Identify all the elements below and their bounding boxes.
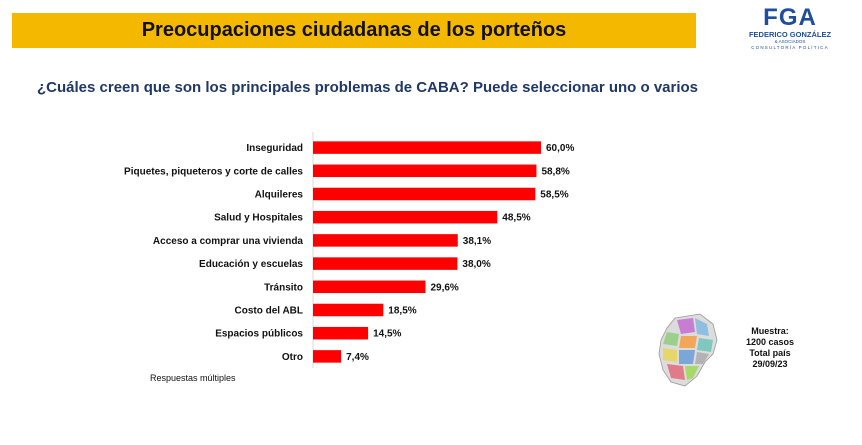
survey-question: ¿Cuáles creen que son los principales pr… — [37, 79, 699, 96]
bar — [313, 210, 498, 224]
logo-sub-associates: & ASOCIADOS — [774, 39, 806, 44]
bar-chart: Inseguridad 60,0% Piquetes, piqueteros y c… — [124, 132, 574, 368]
bar — [313, 164, 537, 178]
sample-cases: 1200 casos — [745, 337, 795, 347]
sample-label: Muestra: — [751, 326, 789, 336]
data-label: 58,8% — [541, 166, 569, 177]
category-label: Otro — [282, 352, 303, 363]
logo-mark: FGA — [763, 4, 817, 31]
data-label: 38,0% — [462, 259, 490, 270]
data-label: 60,0% — [546, 143, 574, 154]
sample-date: 29/09/23 — [752, 359, 788, 369]
category-label: Tránsito — [264, 282, 303, 293]
caba-map-icon — [658, 313, 718, 387]
bar — [313, 350, 342, 363]
data-label: 29,6% — [430, 282, 458, 293]
bar — [313, 141, 541, 154]
data-label: 58,5% — [540, 190, 568, 201]
sample-scope: Total país — [749, 348, 791, 358]
logo-name: FEDERICO GONZÁLEZ — [748, 30, 832, 39]
logo-sub-consultancy: CONSULTORÍA POLÍTICA — [751, 45, 829, 50]
bar — [313, 326, 369, 340]
category-label: Costo del ABL — [234, 306, 303, 317]
bar — [313, 234, 458, 247]
page-title: Preocupaciones ciudadanas de los porteño… — [141, 19, 567, 41]
title-banner: Preocupaciones ciudadanas de los porteño… — [12, 13, 696, 48]
data-label: 7,4% — [346, 352, 369, 363]
category-label: Educación y escuelas — [199, 259, 303, 270]
bar — [313, 257, 458, 270]
sample-info: Muestra: 1200 casos Total país 29/09/23 — [735, 326, 805, 370]
multiple-responses-note: Respuestas múltiples — [150, 373, 236, 383]
data-label: 38,1% — [463, 236, 491, 247]
bar — [313, 187, 536, 201]
company-logo: FGA FEDERICO GONZÁLEZ & ASOCIADOS CONSUL… — [740, 6, 840, 58]
data-label: 18,5% — [388, 306, 416, 317]
category-label: Alquileres — [255, 190, 304, 201]
bar — [313, 303, 384, 317]
bar — [313, 280, 426, 294]
category-label: Acceso a comprar una vivienda — [153, 236, 304, 247]
data-label: 14,5% — [373, 329, 401, 340]
category-label: Piquetes, piqueteros y corte de calles — [124, 166, 303, 177]
category-label: Espacios públicos — [215, 329, 303, 340]
category-label: Inseguridad — [246, 143, 303, 154]
category-label: Salud y Hospitales — [214, 213, 303, 224]
data-label: 48,5% — [502, 213, 530, 224]
